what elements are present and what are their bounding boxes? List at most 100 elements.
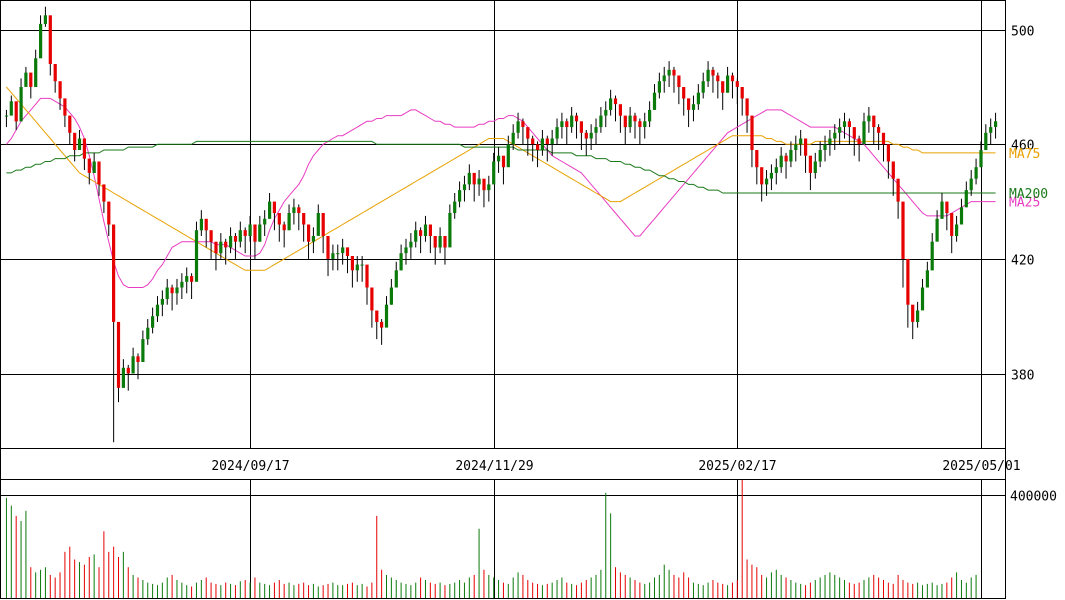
candle-body xyxy=(648,109,652,122)
candle-body xyxy=(131,356,135,374)
candle-body xyxy=(102,184,106,202)
candle-body xyxy=(609,98,613,110)
candle-body xyxy=(799,138,803,145)
candle-body xyxy=(579,121,583,133)
candle-body xyxy=(706,69,710,82)
candle-body xyxy=(662,75,666,82)
candle-body xyxy=(116,321,121,388)
price-tick-label: 500 xyxy=(1011,25,1034,40)
candle-body xyxy=(501,155,506,168)
candle-body xyxy=(838,127,842,133)
candle-body xyxy=(667,69,671,76)
candle-body xyxy=(994,121,998,127)
candle-body xyxy=(906,258,910,305)
candle-body xyxy=(389,287,393,305)
candle-body xyxy=(672,69,676,76)
candle-body xyxy=(896,178,900,202)
candle-body xyxy=(842,121,847,127)
ma25-line xyxy=(6,97,996,288)
candle-body xyxy=(550,138,554,145)
candle-body xyxy=(175,287,179,294)
candle-body xyxy=(779,155,783,168)
moving-average-lines xyxy=(6,86,996,288)
candle-body xyxy=(726,75,730,93)
candle-body xyxy=(19,87,23,122)
candle-body xyxy=(852,127,856,139)
candle-body xyxy=(297,207,301,213)
candle-body xyxy=(891,161,895,179)
candle-body xyxy=(165,287,169,299)
volume-gridlines xyxy=(1,480,1005,598)
candle-body xyxy=(263,218,267,225)
candle-body xyxy=(925,270,929,288)
candle-body xyxy=(350,256,354,271)
candle-body xyxy=(911,304,915,322)
candle-body xyxy=(721,81,725,93)
candle-body xyxy=(414,230,418,242)
candle-body xyxy=(492,161,496,185)
candle-body xyxy=(472,172,476,185)
candle-body xyxy=(794,144,798,150)
candle-body xyxy=(121,367,125,388)
candle-body xyxy=(750,115,754,150)
candle-body xyxy=(682,87,686,99)
candle-body xyxy=(4,115,9,117)
candle-body xyxy=(433,236,437,248)
candle-body xyxy=(34,58,38,87)
candle-body xyxy=(638,121,642,127)
candle-body xyxy=(462,184,467,191)
candle-body xyxy=(39,23,43,59)
candle-body xyxy=(555,127,559,139)
candle-body xyxy=(419,230,423,236)
candle-body xyxy=(735,81,739,87)
candle-body xyxy=(258,224,262,242)
candle-body xyxy=(945,201,949,214)
candle-body xyxy=(774,167,778,173)
candle-body xyxy=(867,115,871,122)
candle-body xyxy=(765,178,769,185)
candle-body xyxy=(560,121,564,127)
candle-body xyxy=(453,201,457,214)
candle-body xyxy=(458,190,462,202)
candle-body xyxy=(204,218,208,231)
candle-body xyxy=(964,190,968,208)
candle-body xyxy=(628,115,632,128)
candle-body xyxy=(482,178,486,191)
candle-body xyxy=(881,132,886,145)
candle-body xyxy=(570,115,574,128)
candle-body xyxy=(877,127,881,133)
candle-body xyxy=(536,144,540,150)
candle-body xyxy=(282,224,286,231)
candle-body xyxy=(677,75,681,87)
volume-panel-frame xyxy=(0,479,1006,599)
candle-body xyxy=(511,132,515,145)
candle-body xyxy=(497,155,501,162)
candle-body xyxy=(243,230,247,236)
candle-body xyxy=(151,316,155,328)
candle-body xyxy=(170,287,174,294)
candle-body xyxy=(920,287,925,311)
candle-body xyxy=(613,98,618,105)
candle-body xyxy=(428,224,432,236)
candle-body xyxy=(701,81,705,93)
candle-body xyxy=(716,75,720,82)
candle-body xyxy=(141,339,145,362)
candle-body xyxy=(901,201,905,259)
ma25-legend-label: MA25 xyxy=(1009,196,1040,211)
candle-body xyxy=(886,144,890,162)
candle-body xyxy=(146,327,150,340)
candle-body xyxy=(974,167,978,179)
candle-body xyxy=(584,132,588,139)
candle-body xyxy=(730,75,735,82)
candle-body xyxy=(345,247,350,256)
ma75-legend-label: MA75 xyxy=(1009,147,1040,162)
candle-body xyxy=(160,299,164,305)
candle-body xyxy=(321,213,325,236)
candle-body xyxy=(521,121,525,127)
candle-body xyxy=(73,132,77,150)
candle-body xyxy=(77,138,82,150)
candle-body xyxy=(375,310,379,322)
candle-body xyxy=(599,115,603,128)
candle-body xyxy=(711,69,715,76)
